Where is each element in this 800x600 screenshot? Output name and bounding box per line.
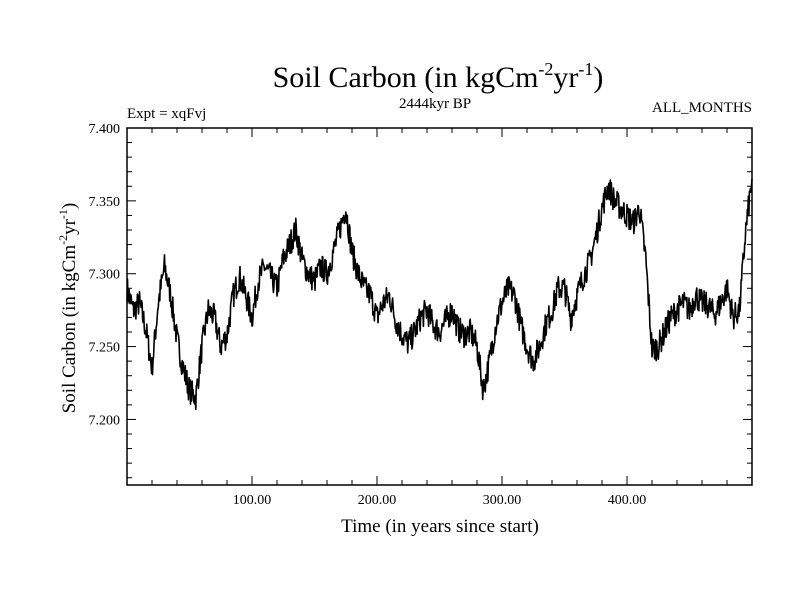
y-axis-label-sup-1: -2 (56, 235, 70, 245)
y-axis-label-sup-2: -1 (56, 209, 70, 219)
chart-title-sup-2: -1 (578, 59, 593, 79)
chart-title-sup-1: -2 (538, 59, 553, 79)
y-axis-label-end: ) (59, 203, 80, 209)
x-tick-label: 300.00 (483, 493, 522, 508)
y-axis-label-main: Soil Carbon (in kgCm (59, 245, 80, 414)
period-label: 2444kyr BP (399, 96, 471, 112)
y-tick-label: 7.250 (89, 341, 121, 356)
x-axis-label: Time (in years since start) (341, 516, 539, 537)
chart-title: Soil Carbon (in kgCm-2yr-1) (273, 59, 604, 94)
y-tick-label: 7.200 (89, 413, 121, 428)
chart-title-mid: yr (553, 61, 578, 94)
y-axis-label: Soil Carbon (in kgCm-2yr-1) (56, 203, 80, 414)
experiment-label: Expt = xqFvj (127, 106, 206, 122)
series-layer (126, 178, 753, 411)
axis-tick-labels: 100.00 200.00 300.00 400.00 7.200 7.250 7.300 7… (89, 122, 647, 508)
axis-ticks (127, 127, 752, 485)
x-tick-label: 100.00 (233, 493, 272, 508)
x-tick-label: 400.00 (608, 493, 647, 508)
chart-title-end: ) (593, 61, 603, 94)
x-tick-label: 200.00 (358, 493, 397, 508)
y-tick-label: 7.350 (89, 195, 121, 210)
y-tick-label: 7.400 (89, 122, 121, 137)
plot-frame (126, 127, 753, 486)
months-label: ALL_MONTHS (652, 100, 752, 116)
y-tick-label: 7.300 (89, 268, 121, 283)
y-axis-label-mid: yr (59, 218, 80, 235)
chart-title-main: Soil Carbon (in kgCm (273, 61, 539, 94)
soil-carbon-series-line (126, 178, 753, 411)
